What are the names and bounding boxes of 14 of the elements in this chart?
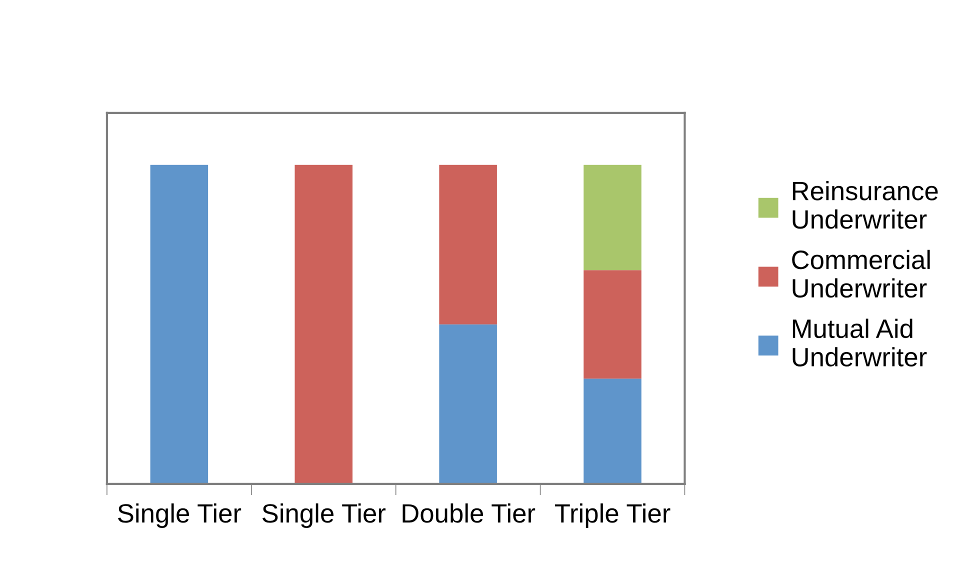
x-tick-label: Double Tier [402, 503, 536, 523]
legend-label: Mutual Aid Underwriter [792, 318, 927, 367]
x-tick-label: Single Tier [262, 503, 386, 528]
bar [439, 324, 497, 484]
bar [150, 164, 208, 484]
bar [584, 270, 642, 379]
x-tick-label: Triple Tier [554, 503, 670, 528]
bar [584, 378, 642, 484]
x-tick-label: Single Tier [118, 503, 242, 528]
legend-label: Commercial Underwriter [792, 250, 930, 298]
bar [294, 164, 353, 484]
bar [439, 164, 497, 324]
bar [584, 164, 642, 270]
legend-label: Reinsurance Underwriter [792, 180, 938, 229]
